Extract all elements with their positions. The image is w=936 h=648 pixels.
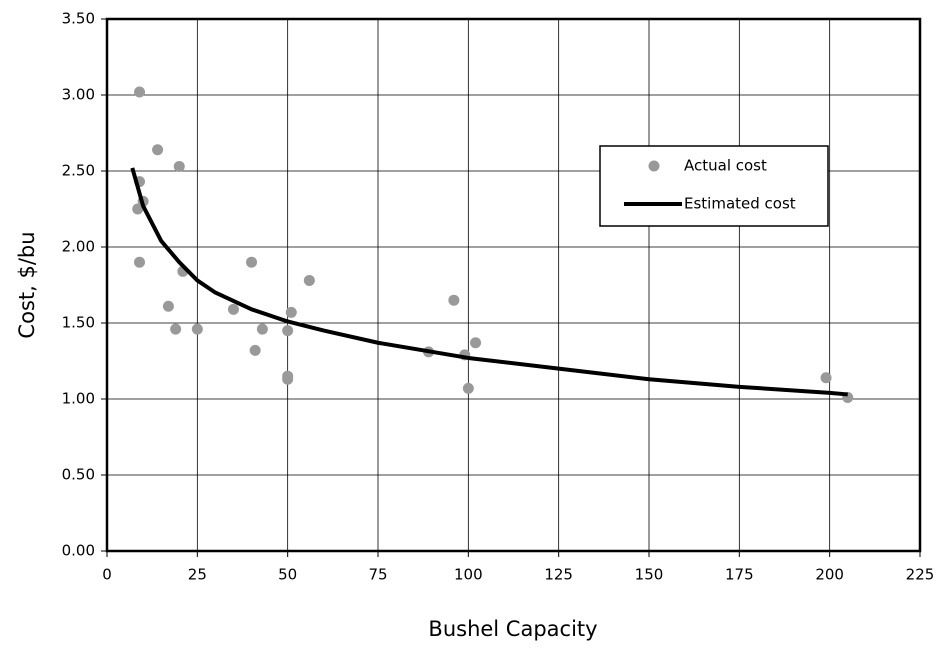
point — [470, 337, 482, 349]
x-tick-label: 50 — [278, 566, 297, 584]
x-tick-label: 225 — [906, 566, 935, 584]
x-tick-label: 25 — [188, 566, 207, 584]
x-tick-label: 150 — [635, 566, 664, 584]
plot-frame — [105, 17, 922, 553]
x-tick-label: 100 — [454, 566, 483, 584]
y-tick-label: 3.00 — [62, 86, 95, 104]
point — [448, 294, 460, 306]
legend-box — [599, 145, 829, 227]
x-tick-label: 175 — [725, 566, 754, 584]
point — [820, 372, 832, 384]
point — [173, 160, 185, 172]
legend-label: Estimated cost — [684, 195, 796, 213]
y-axis-title: Cost, $/bu — [15, 231, 39, 338]
x-tick-label: 75 — [368, 566, 387, 584]
x-tick-label: 0 — [102, 566, 112, 584]
legend-marker — [648, 160, 660, 172]
point — [170, 323, 182, 335]
x-tick-label: 125 — [544, 566, 573, 584]
point — [132, 203, 144, 215]
point — [462, 382, 474, 394]
x-tick-label: 200 — [815, 566, 844, 584]
line — [130, 167, 848, 397]
x-axis-title: Bushel Capacity — [428, 617, 597, 641]
point — [191, 323, 203, 335]
point — [227, 303, 239, 315]
y-tick-label: 3.50 — [62, 10, 95, 28]
y-tick-label: 0.00 — [62, 542, 95, 560]
point — [152, 144, 164, 156]
point — [282, 370, 294, 382]
point — [285, 306, 297, 318]
legend-label: Actual cost — [684, 157, 767, 175]
point — [134, 256, 146, 268]
y-tick-label: 1.50 — [62, 314, 95, 332]
y-tick-label: 2.50 — [62, 162, 95, 180]
point — [303, 274, 315, 286]
point — [246, 256, 258, 268]
point — [249, 344, 261, 356]
y-tick-label: 0.50 — [62, 466, 95, 484]
point — [134, 86, 146, 98]
point — [256, 323, 268, 335]
point — [162, 300, 174, 312]
y-tick-label: 1.00 — [62, 390, 95, 408]
y-tick-label: 2.00 — [62, 238, 95, 256]
point — [282, 325, 294, 337]
